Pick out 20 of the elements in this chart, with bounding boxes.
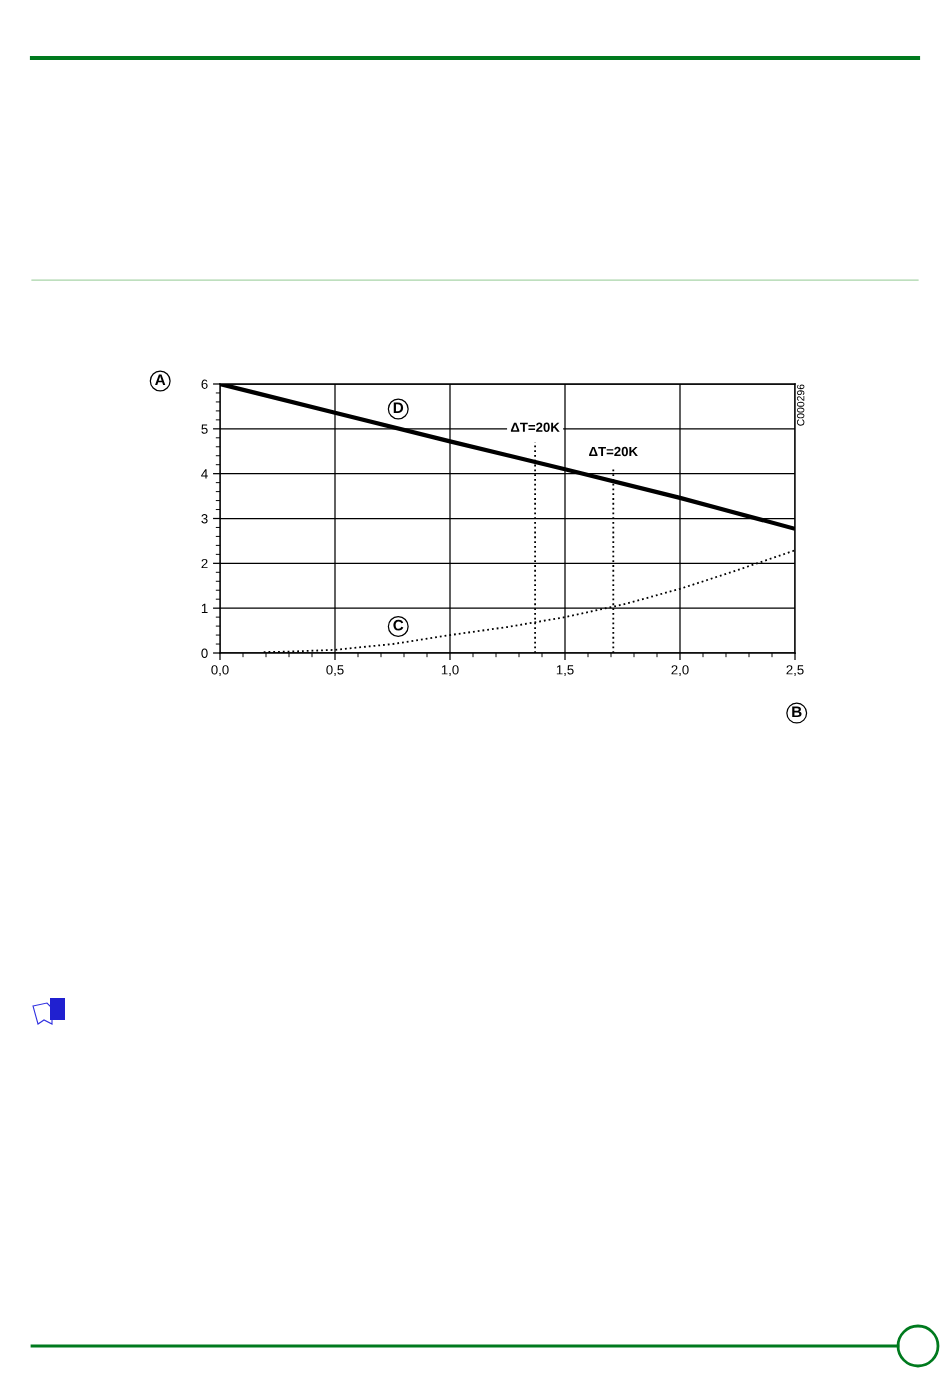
y-tick-label: 0 <box>201 648 208 658</box>
x-tick-label: 0,0 <box>211 665 229 677</box>
text: C000296 <box>797 384 805 426</box>
x-tick-label: 2,0 <box>671 665 689 677</box>
x-tick-label: 1,0 <box>441 665 459 677</box>
y-tick-label: 1 <box>201 603 208 613</box>
x-tick-label: 1,5 <box>556 665 574 677</box>
y-tick-label: 2 <box>201 558 208 569</box>
y-axis-title: A <box>155 374 166 385</box>
x-axis-title: B <box>792 706 802 718</box>
annotation: ΔT=20K <box>589 446 638 457</box>
y-tick-label: 4 <box>201 469 208 479</box>
x-tick-label: 0,5 <box>326 665 344 677</box>
y-tick-label: 6 <box>201 379 208 389</box>
series-label: D <box>393 402 404 413</box>
x-tick-label: 2,5 <box>786 665 804 677</box>
series-label: C <box>393 619 404 631</box>
y-tick-label: 3 <box>201 514 208 524</box>
annotation: ΔT=20K <box>510 422 560 432</box>
y-tick-label: 5 <box>201 424 208 434</box>
